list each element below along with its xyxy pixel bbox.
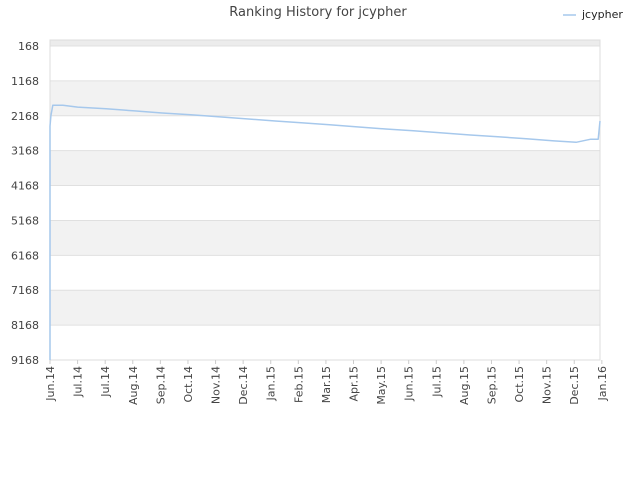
y-axis-ticks: 168 1168 2168 3168 4168 5168 6168 7168 8168 9168 xyxy=(11,40,39,367)
x-tick-label: Jun.14 xyxy=(44,366,57,402)
y-tick-label: 3168 xyxy=(11,145,39,158)
x-tick-label: Aug.14 xyxy=(127,366,140,405)
x-tick-label: Jul.15 xyxy=(430,366,443,398)
x-tick-label: Feb.15 xyxy=(292,366,305,403)
plot-band xyxy=(50,325,600,360)
x-tick-label: Apr.15 xyxy=(348,366,361,402)
x-axis-ticks: Jun.14 Jul.14 Jul.14 Aug.14 Sep.14 Oct.14 Nov.… xyxy=(44,360,609,405)
x-tick-label: Dec.15 xyxy=(568,366,581,405)
legend[interactable]: jcypher xyxy=(563,8,623,21)
x-tick-label: Oct.14 xyxy=(182,366,195,403)
plot-band xyxy=(50,255,600,291)
x-tick-label: Jan.16 xyxy=(596,366,609,401)
x-tick-label: Nov.15 xyxy=(541,366,554,404)
y-tick-label: 1168 xyxy=(11,75,39,88)
plot-band xyxy=(50,115,600,151)
x-tick-label: Aug.15 xyxy=(458,366,471,405)
y-tick-label: 168 xyxy=(18,40,39,53)
y-tick-label: 4168 xyxy=(11,180,39,193)
x-tick-label: Jan.15 xyxy=(265,366,278,401)
plot-grid xyxy=(49,39,601,361)
x-tick-label: May.15 xyxy=(375,366,388,405)
x-tick-label: Jul.14 xyxy=(99,366,112,398)
y-tick-label: 2168 xyxy=(11,110,39,123)
x-tick-label: Dec.14 xyxy=(237,366,250,405)
x-tick-label: Sep.15 xyxy=(485,366,498,404)
plot-bands xyxy=(50,40,600,360)
series-line-jcypher xyxy=(49,104,601,360)
y-tick-label: 5168 xyxy=(11,214,39,227)
plot-band-top xyxy=(50,40,600,46)
y-tick-label: 7168 xyxy=(11,284,39,297)
plot-band xyxy=(50,220,600,256)
y-tick-label: 9168 xyxy=(11,354,39,367)
x-tick-label: Jun.15 xyxy=(403,366,416,402)
series-layer xyxy=(49,104,601,360)
x-tick-label: Sep.14 xyxy=(154,366,167,404)
plot-band xyxy=(50,46,600,81)
x-tick-label: Jul.14 xyxy=(72,366,85,398)
x-tick-label: Oct.15 xyxy=(513,366,526,403)
plot-band xyxy=(50,150,600,186)
y-tick-label: 6168 xyxy=(11,249,39,262)
x-tick-label: Mar.15 xyxy=(320,366,333,403)
plot-band xyxy=(50,80,600,116)
y-tick-label: 8168 xyxy=(11,319,39,332)
legend-label-jcypher: jcypher xyxy=(581,8,623,21)
plot-band xyxy=(50,290,600,326)
x-tick-label: Nov.14 xyxy=(210,366,223,404)
plot-band xyxy=(50,185,600,221)
chart-title: Ranking History for jcypher xyxy=(229,5,407,20)
